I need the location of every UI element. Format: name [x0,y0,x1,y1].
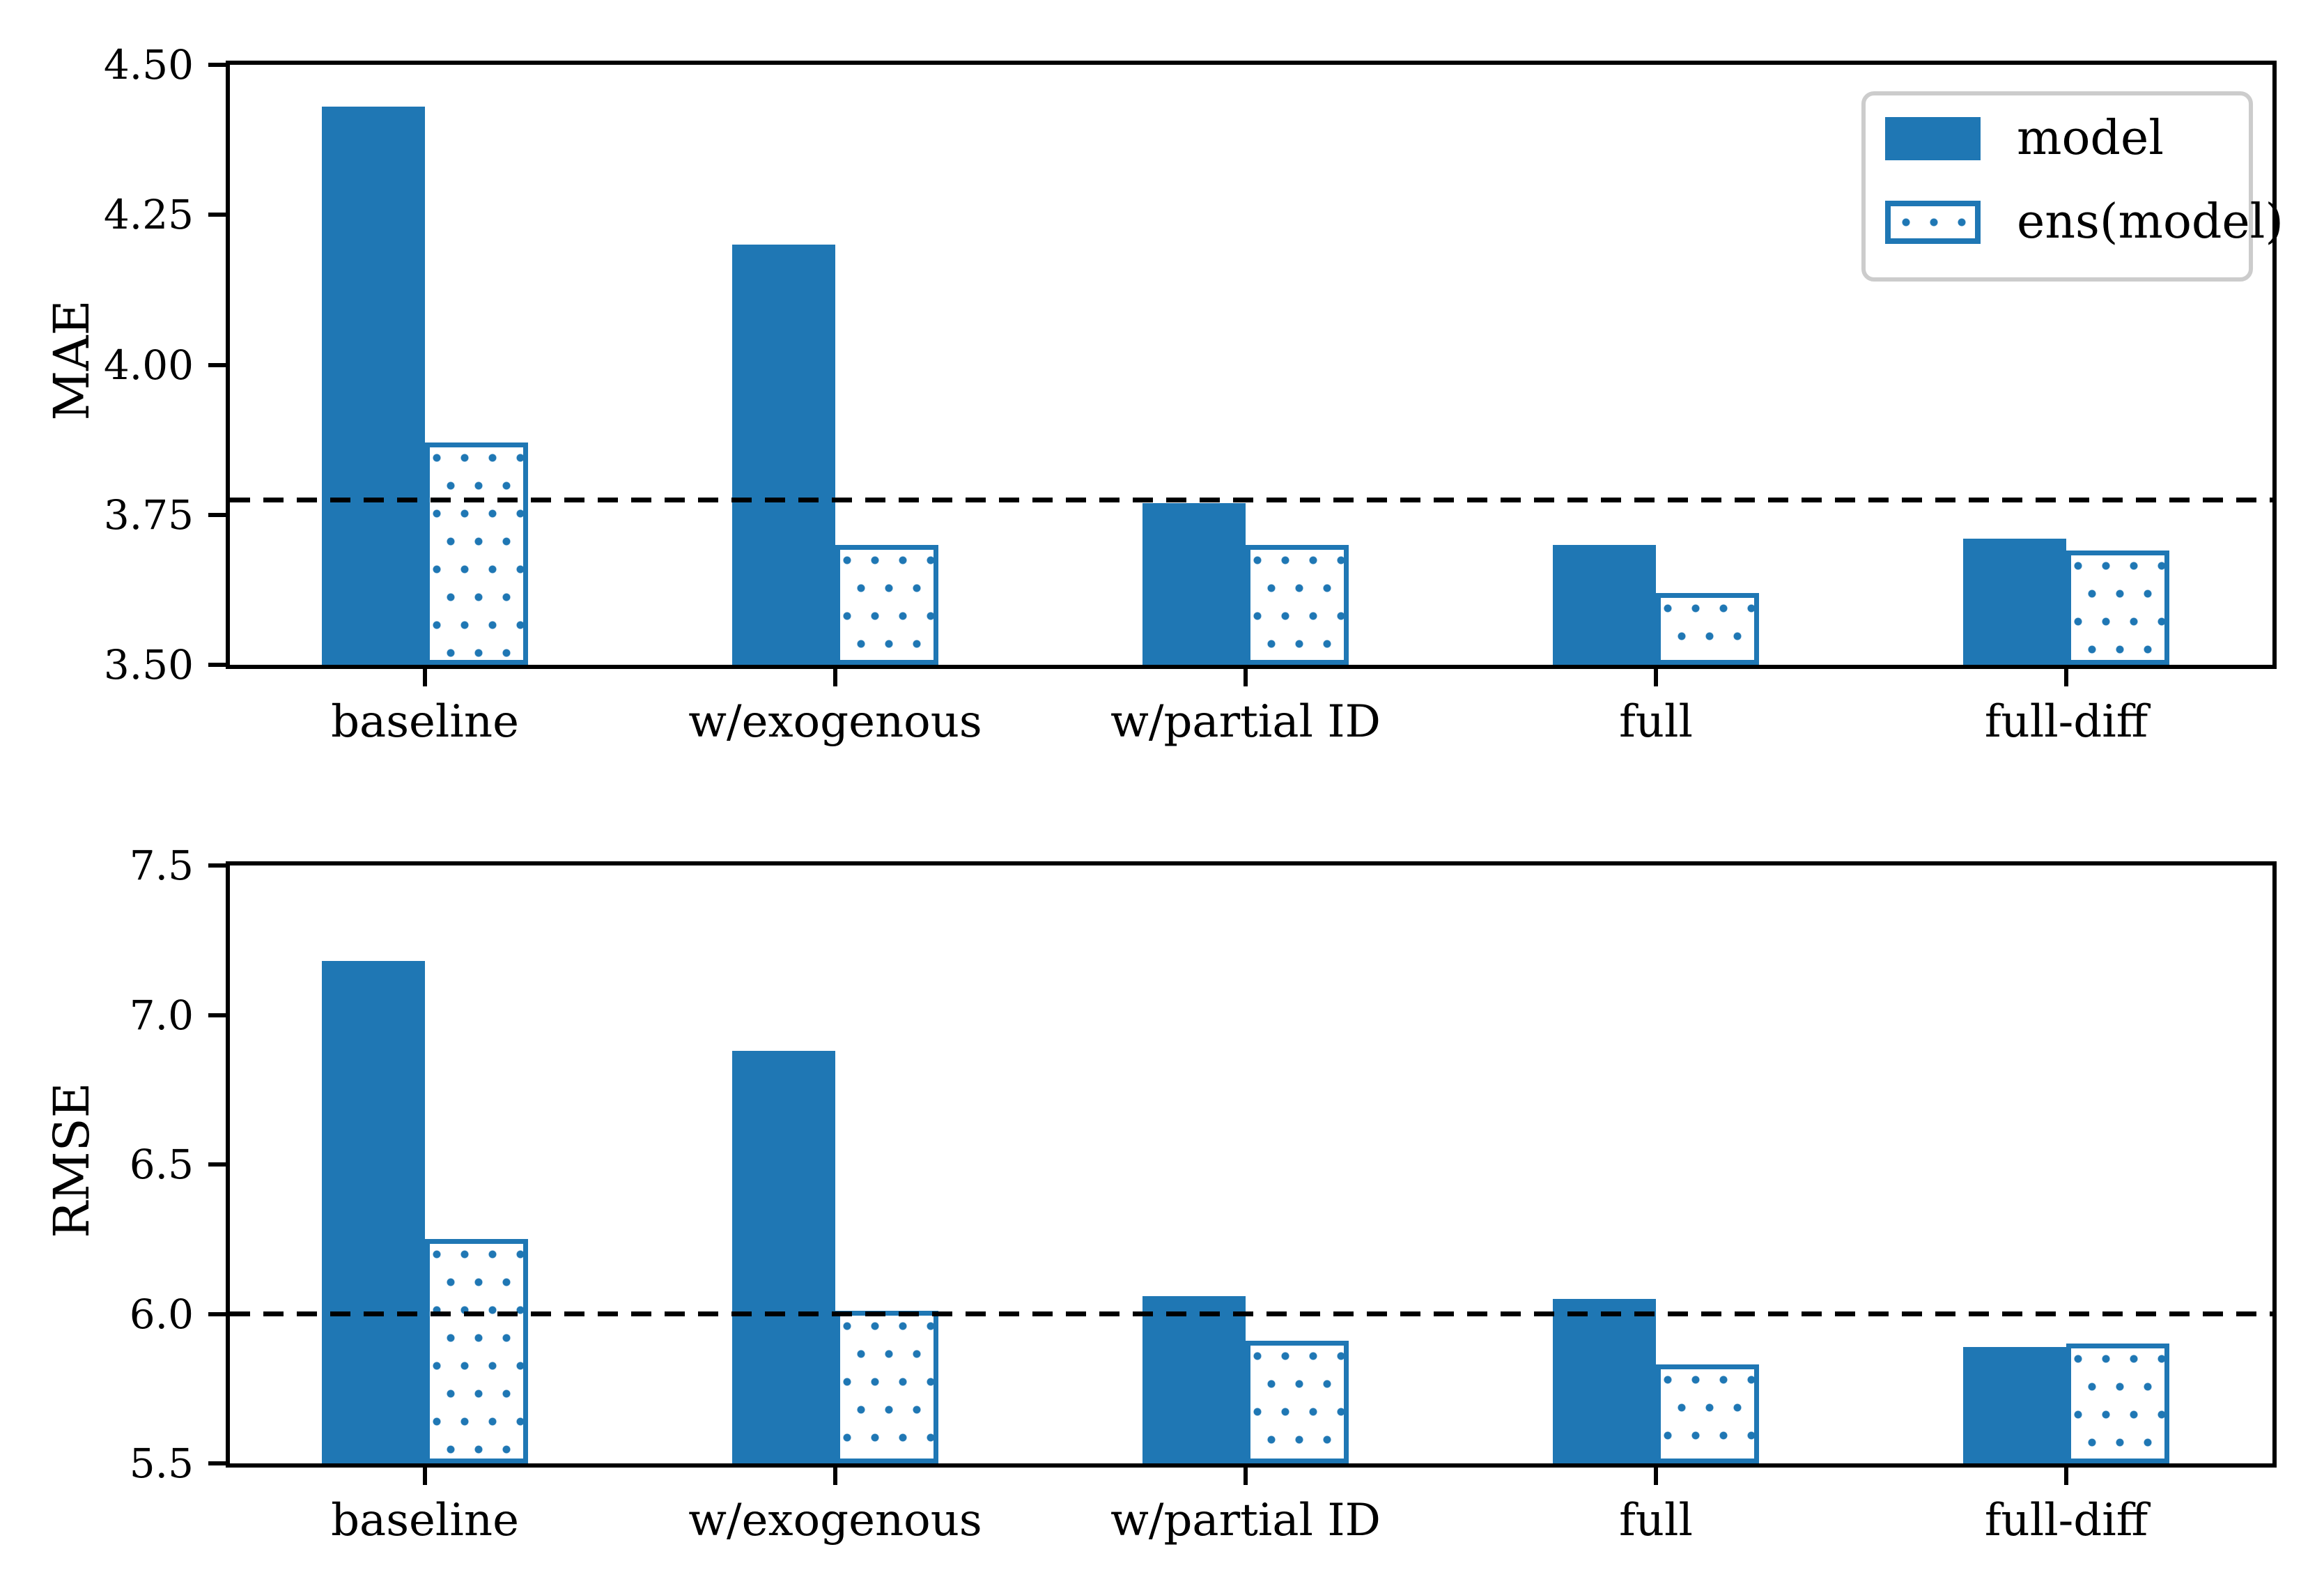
bar-ens-w/partial ID [1246,1341,1349,1463]
bar-model-w/partial ID [1142,502,1246,665]
x-tick [1244,669,1248,686]
y-tick [208,1162,226,1167]
y-tick [208,63,226,67]
bar-ens-baseline [425,442,528,665]
legend-label-ens-model: ens(model) [2017,194,2284,249]
y-tick-label: 4.50 [103,41,194,88]
legend-item-model: model [1885,115,2249,162]
dashed-reference-line [230,497,2272,502]
y-tick [208,1311,226,1316]
bar-model-full-diff [1963,1346,2066,1463]
category-label: w/exogenous [688,696,982,748]
bar-ens-full-diff [2066,1344,2169,1463]
bar-model-w/exogenous [732,1050,835,1463]
legend-swatch-model [1885,117,1981,160]
y-tick [208,362,226,367]
y-tick-label: 3.50 [103,641,194,688]
y-tick [208,1461,226,1465]
y-tick-label: 6.0 [129,1290,194,1338]
bar-model-w/partial ID [1142,1295,1246,1463]
y-tick-label: 7.5 [129,842,194,889]
category-label: baseline [331,1495,519,1546]
y-tick [208,663,226,667]
bar-ens-w/partial ID [1246,544,1349,665]
bar-ens-w/exogenous [835,544,938,665]
y-axis-label-rmse: RMSE [43,1082,100,1238]
y-tick [208,512,226,517]
category-label: w/exogenous [688,1495,982,1546]
category-label: w/partial ID [1110,1495,1381,1546]
x-tick [2064,1468,2068,1485]
y-tick [208,1013,226,1017]
bar-ens-w/exogenous [835,1311,938,1463]
x-tick [423,1468,427,1485]
y-tick-label: 4.00 [103,341,194,389]
y-tick-label: 3.75 [103,491,194,539]
x-tick [423,669,427,686]
bar-model-baseline [322,107,425,665]
bar-model-baseline [322,961,425,1463]
x-tick [1244,1468,1248,1485]
category-label: full [1619,696,1693,748]
legend-item-ens-model: ens(model) [1885,199,2284,246]
legend: model ens(model) [1861,91,2284,282]
y-axis-label-mae: MAE [43,300,100,421]
y-tick-label: 6.5 [129,1141,194,1188]
legend-swatch-ens-model [1885,201,1981,244]
category-label: full [1619,1495,1693,1546]
x-tick [2064,669,2068,686]
y-tick-label: 4.25 [103,191,194,239]
y-tick-label: 5.5 [129,1440,194,1487]
x-tick [1654,669,1658,686]
category-label: baseline [331,696,519,748]
bar-ens-baseline [425,1239,528,1463]
category-label: full-diff [1984,1495,2148,1546]
bar-model-full [1553,544,1656,665]
bar-ens-full [1656,592,1759,665]
x-tick [1654,1468,1658,1485]
y-tick [208,213,226,217]
bar-model-full [1553,1299,1656,1463]
dashed-reference-line [230,1311,2272,1316]
legend-label-model: model [2017,111,2164,166]
bar-ens-full [1656,1364,1759,1463]
category-label: w/partial ID [1110,696,1381,748]
x-tick [833,1468,837,1485]
y-tick-label: 7.0 [129,991,194,1039]
bar-model-full-diff [1963,539,2066,665]
plot-area-rmse: 5.5 6.0 6.5 7.0 7.5 baseline w/exogenous w/part… [130,842,2277,1546]
y-tick [208,863,226,868]
bar-model-w/exogenous [732,245,835,665]
bar-ens-full-diff [2066,551,2169,665]
x-tick [833,669,837,686]
category-label: full-diff [1984,696,2148,748]
